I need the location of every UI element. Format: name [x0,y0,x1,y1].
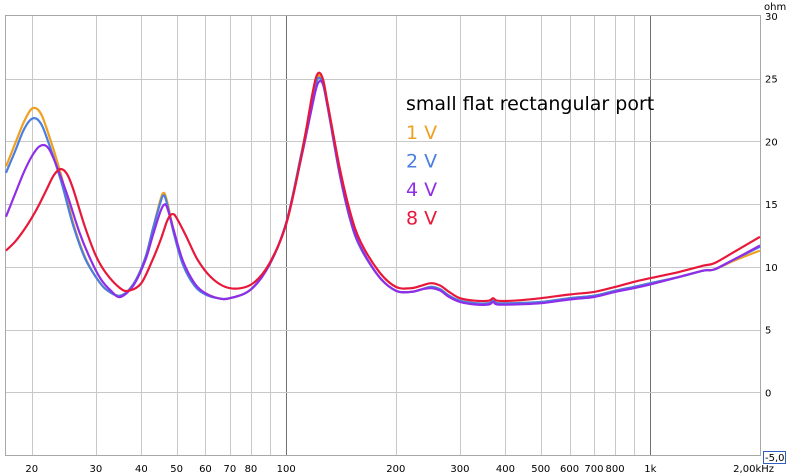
x-axis-ticks: 20 30 40 50 60 70 80 100 200 300 400 500 600 700 800 1k… [25,464,774,475]
x-tick-label: 400 [496,464,515,475]
y-tick-label: 10 [765,263,778,274]
series-lines [4,71,761,306]
y-min-box: -5,0 [763,451,786,464]
y-tick-label: 30 [765,12,778,23]
series-line-2 [4,76,761,305]
series-label-2: 2 V [406,151,437,173]
x-tick-label: 40 [135,464,148,475]
y-tick-label: 15 [765,200,778,211]
grid-lines [6,16,761,455]
x-tick-label: 500 [531,464,550,475]
x-tick-label: 50 [170,464,183,475]
y-axis-ticks: 30 25 20 15 10 5 0 [765,12,778,399]
x-tick-label: 80 [245,464,258,475]
y-tick-label: 0 [765,388,771,399]
x-tick-label: 1k [644,464,656,475]
y-tick-label: 5 [765,326,771,337]
series-label-4: 8 V [406,208,437,230]
y-tick-label: 20 [765,137,778,148]
series-line-4 [5,71,761,303]
series-label-3: 4 V [406,179,437,201]
annotation-title: small flat rectangular port [406,93,654,115]
x-tick-label: 2,00kHz [733,464,774,475]
x-tick-label: 300 [450,464,469,475]
x-tick-label: 60 [199,464,212,475]
plot-frame [5,15,761,456]
x-tick-label: 100 [277,464,296,475]
x-tick-label: 200 [386,464,405,475]
x-tick-label: 700 [584,464,603,475]
x-tick-label: 30 [89,464,102,475]
series-annotations: 1 V 2 V 4 V 8 V [406,122,437,230]
series-label-1: 1 V [406,122,437,144]
x-tick-label: 800 [606,464,625,475]
y-axis-unit: ohm [764,2,786,13]
y-tick-label: 25 [765,75,778,86]
x-tick-label: 600 [560,464,579,475]
x-tick-label: 20 [25,464,38,475]
y-min-label: -5,0 [765,453,785,464]
x-tick-label: 70 [223,464,236,475]
series-line-3 [4,79,761,306]
